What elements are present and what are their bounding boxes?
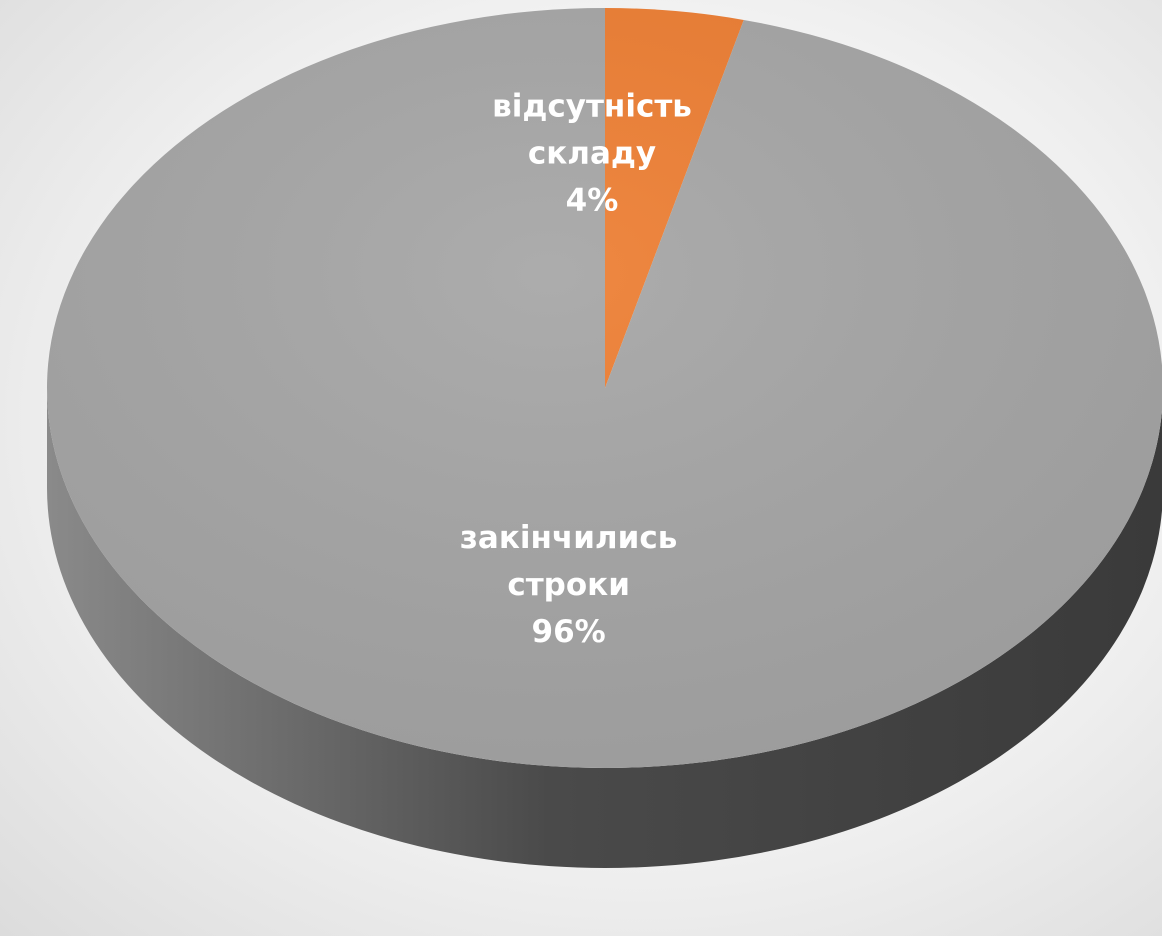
pie-side-wall — [47, 388, 1162, 868]
pie-top — [47, 8, 1162, 768]
slice-0-value-label: 4% — [566, 182, 619, 218]
slice-1-label-line-1: строки — [507, 567, 630, 603]
pie-top-shading — [47, 8, 1162, 768]
slice-0-label-line-1: складу — [528, 135, 656, 171]
pie-side — [47, 388, 1162, 868]
slice-0-label-line-0: відсутність — [492, 88, 692, 124]
pie-labels: відсутність складу 4% закінчились строки 96% — [460, 88, 692, 650]
slice-1-label-line-0: закінчились — [460, 520, 677, 556]
slice-1-value-label: 96% — [532, 614, 606, 650]
